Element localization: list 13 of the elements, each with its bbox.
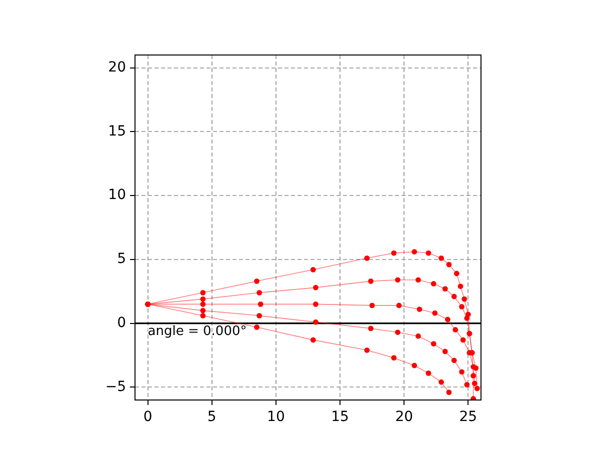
x-tick-label: 10 bbox=[267, 409, 285, 426]
y-tick-label: −5 bbox=[105, 378, 126, 395]
annotation: angle = 0.000° bbox=[148, 324, 247, 339]
x-tick-label: 0 bbox=[143, 409, 152, 426]
x-tick-label: 25 bbox=[459, 409, 478, 426]
y-tick-label: 10 bbox=[108, 187, 126, 204]
y-tick-label: 5 bbox=[117, 251, 126, 268]
x-tick-label: 5 bbox=[207, 409, 216, 426]
x-tick-label: 15 bbox=[331, 409, 349, 426]
y-tick-label: 15 bbox=[108, 123, 126, 140]
y-tick-label: 20 bbox=[108, 59, 126, 76]
x-tick-label: 20 bbox=[395, 409, 414, 426]
y-tick-label: 0 bbox=[117, 314, 126, 331]
